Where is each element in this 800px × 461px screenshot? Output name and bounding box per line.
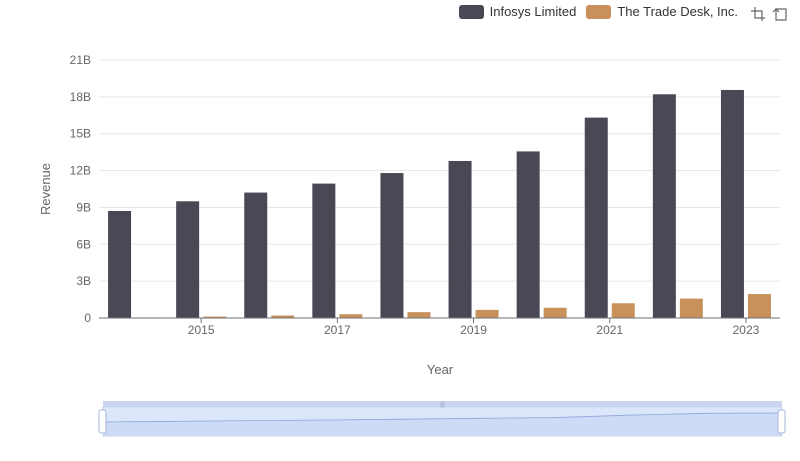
bar-tradedesk[interactable] (203, 316, 227, 318)
slider-left-handle[interactable] (98, 409, 107, 434)
data-zoom-slider[interactable]: ||| (98, 401, 786, 437)
y-axis-ticks: 0 3B 6B 9B 12B 15B 18B 21B (70, 53, 92, 325)
bar-tradedesk[interactable] (407, 312, 431, 318)
bar-infosys[interactable] (108, 210, 132, 318)
slider-preview-area (103, 413, 782, 436)
bar-tradedesk[interactable] (475, 309, 499, 318)
slider-right-handle[interactable] (777, 409, 786, 434)
bar-infosys[interactable] (584, 117, 608, 319)
bar-tradedesk[interactable] (339, 314, 363, 318)
legend-label-tradedesk: The Trade Desk, Inc. (617, 4, 738, 19)
legend-swatch-infosys (458, 4, 484, 19)
zoom-reset-icon[interactable] (772, 6, 788, 22)
bar-tradedesk[interactable] (271, 315, 295, 318)
bar-infosys[interactable] (244, 192, 268, 318)
slider-preview-line (102, 412, 783, 423)
toolbox (750, 6, 788, 22)
x-axis-title: Year (427, 362, 454, 377)
x-axis-ticks: 2015 2017 2019 2021 2023 (188, 318, 760, 337)
legend-label-infosys: Infosys Limited (489, 4, 577, 19)
y-tick-label: 12B (70, 164, 91, 178)
y-tick-label: 18B (70, 90, 91, 104)
y-axis-title: Revenue (38, 163, 53, 215)
bar-tradedesk[interactable] (747, 294, 771, 318)
x-tick-label: 2023 (733, 323, 760, 337)
bar-tradedesk[interactable] (679, 298, 703, 318)
bar-tradedesk[interactable] (611, 303, 635, 318)
y-tick-label: 0 (84, 311, 91, 325)
legend-item-infosys[interactable]: Infosys Limited (458, 4, 577, 19)
legend-swatch-tradedesk (586, 4, 612, 19)
bars[interactable] (108, 89, 771, 319)
x-tick-label: 2015 (188, 323, 215, 337)
bar-infosys[interactable] (176, 201, 200, 318)
bar-tradedesk[interactable] (543, 307, 567, 318)
y-tick-label: 3B (76, 274, 91, 288)
bar-infosys[interactable] (720, 89, 744, 318)
slider-grip-icon[interactable]: ||| (440, 402, 445, 408)
y-tick-label: 6B (76, 237, 91, 251)
bar-infosys[interactable] (652, 94, 676, 318)
slider-handle-bar[interactable] (103, 401, 782, 407)
y-tick-label: 21B (70, 53, 91, 67)
bar-infosys[interactable] (380, 173, 404, 318)
y-tick-label: 15B (70, 127, 91, 141)
grid-lines (99, 59, 780, 282)
x-tick-label: 2019 (460, 323, 487, 337)
bar-infosys[interactable] (448, 160, 472, 318)
bar-infosys[interactable] (516, 151, 540, 318)
y-tick-label: 9B (76, 200, 91, 214)
zoom-select-icon[interactable] (750, 6, 766, 22)
x-tick-label: 2021 (596, 323, 623, 337)
legend: Infosys Limited The Trade Desk, Inc. (458, 4, 738, 19)
x-tick-label: 2017 (324, 323, 351, 337)
bar-infosys[interactable] (312, 183, 336, 318)
legend-item-tradedesk[interactable]: The Trade Desk, Inc. (586, 4, 738, 19)
